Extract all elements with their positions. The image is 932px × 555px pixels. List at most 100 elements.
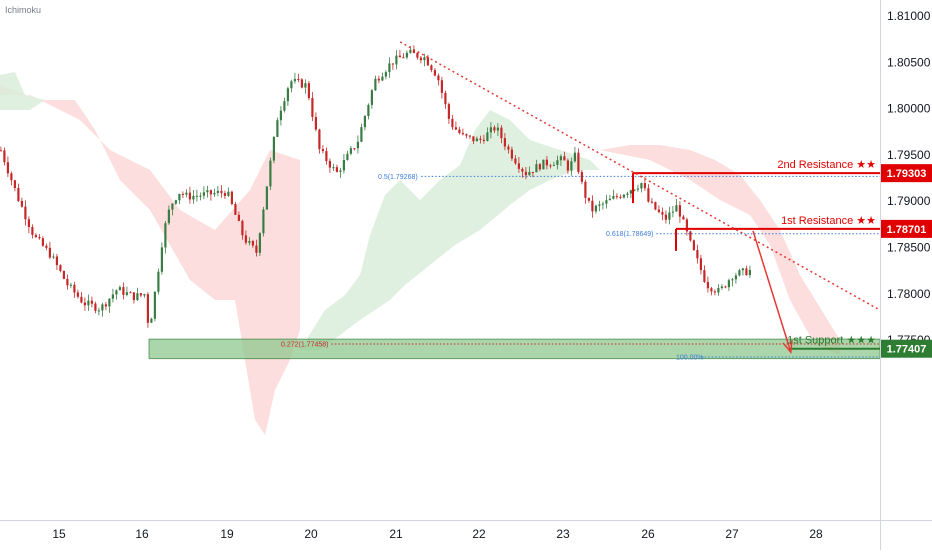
candle-body-112 [391,63,394,65]
candle-body-198 [692,240,695,251]
candle-body-4 [13,180,16,189]
candle-body-46 [160,247,163,272]
candle-body-143 [500,127,503,139]
candle-body-206 [720,286,723,289]
candle-body-33 [115,290,118,295]
candle-body-191 [668,212,671,220]
candle-body-52 [181,193,184,195]
candle-body-187 [654,202,657,210]
candle-body-200 [699,258,702,271]
candle-body-30 [104,304,107,307]
candle-body-78 [272,136,275,161]
candle-body-129 [451,118,454,128]
candle-body-28 [97,310,100,312]
candle-body-34 [118,287,121,291]
ichimoku-cloud-bullish-0 [0,72,45,110]
candle-body-110 [384,72,387,77]
candle-body-150 [524,171,527,176]
candle-body-22 [76,292,79,297]
candle-body-185 [647,188,650,202]
candle-body-94 [328,161,331,168]
candle-body-64 [223,193,226,196]
level-lines-layer: 2nd Resistance ★★ 1st Resistance ★★ 1st Su… [632,159,880,350]
candle-body-0 [0,150,3,152]
candle-body-103 [360,127,363,142]
candle-body-41 [143,294,146,296]
x-tick-label-2: 19 [220,527,234,541]
candle-body-173 [605,200,608,204]
candle-body-119 [416,53,419,58]
candle-body-7 [24,206,27,220]
projection-arrow-head [782,340,793,354]
candle-body-6 [20,200,23,207]
candle-body-132 [461,133,464,135]
candle-body-122 [426,57,429,66]
candle-body-42 [146,294,149,323]
candle-body-63 [220,190,223,194]
candle-body-3 [10,173,13,181]
candle-body-15 [52,256,55,258]
y-tick-label-5: 1.78500 [887,241,931,255]
candle-body-176 [615,196,618,198]
candle-body-167 [584,181,587,198]
candle-body-138 [482,139,485,141]
price-tag-0: 1.79303 [887,168,927,180]
candle-body-105 [367,104,370,117]
candle-body-154 [538,164,541,170]
candle-body-55 [192,195,195,200]
candle-body-62 [216,190,219,193]
candle-body-67 [234,203,237,215]
ichimoku-cloud-bearish-0 [0,85,300,435]
candle-body-127 [444,92,447,105]
candle-body-179 [626,193,629,195]
ichimoku-cloud-bullish-1 [300,110,600,350]
candle-body-140 [489,127,492,133]
y-tick-label-2: 1.80000 [887,102,931,116]
candle-body-73 [255,245,258,253]
candle-body-58 [202,192,205,196]
candle-body-165 [577,152,580,173]
time-axis[interactable]: 15 16 19 20 21 22 23 26 27 28 [52,527,823,541]
candle-body-208 [727,280,730,288]
candle-body-29 [101,304,104,311]
candle-body-72 [251,241,254,246]
candle-body-25 [87,300,90,306]
indicator-label[interactable]: Ichimoku [5,5,41,15]
candle-body-60 [209,190,212,195]
candle-body-131 [458,129,461,134]
level-label-2: 1st Support ★★★ [787,335,876,347]
candle-body-214 [748,269,751,276]
candle-body-170 [594,205,597,212]
candle-body-32 [111,294,114,299]
price-axis[interactable]: 1.81000 1.80500 1.80000 1.79500 1.79000 1.785… [887,9,931,347]
support-zone-band [148,338,881,360]
candle-body-59 [206,190,209,193]
candle-body-49 [171,203,174,210]
candle-body-68 [237,214,240,221]
y-tick-label-3: 1.79500 [887,148,931,162]
candle-body-86 [300,79,303,88]
candle-body-65 [227,191,230,196]
trendline-layer [399,41,880,354]
x-tick-label-6: 23 [556,527,570,541]
candle-body-96 [335,167,338,172]
candle-body-99 [346,153,349,161]
candle-body-74 [258,233,261,253]
candle-body-91 [318,129,321,150]
candle-body-186 [650,201,653,203]
candle-body-54 [188,192,191,200]
candle-body-212 [741,268,744,271]
candle-body-61 [213,192,216,195]
candle-body-100 [349,148,352,154]
candle-body-171 [598,204,601,206]
candle-body-56 [195,195,198,197]
candle-body-125 [437,75,440,81]
candle-body-168 [587,197,590,201]
candle-body-111 [388,63,391,73]
candle-body-80 [279,110,282,121]
candle-body-192 [671,211,674,213]
candle-body-53 [185,192,188,195]
candle-body-109 [381,76,384,81]
y-tick-label-1: 1.80500 [887,55,931,69]
